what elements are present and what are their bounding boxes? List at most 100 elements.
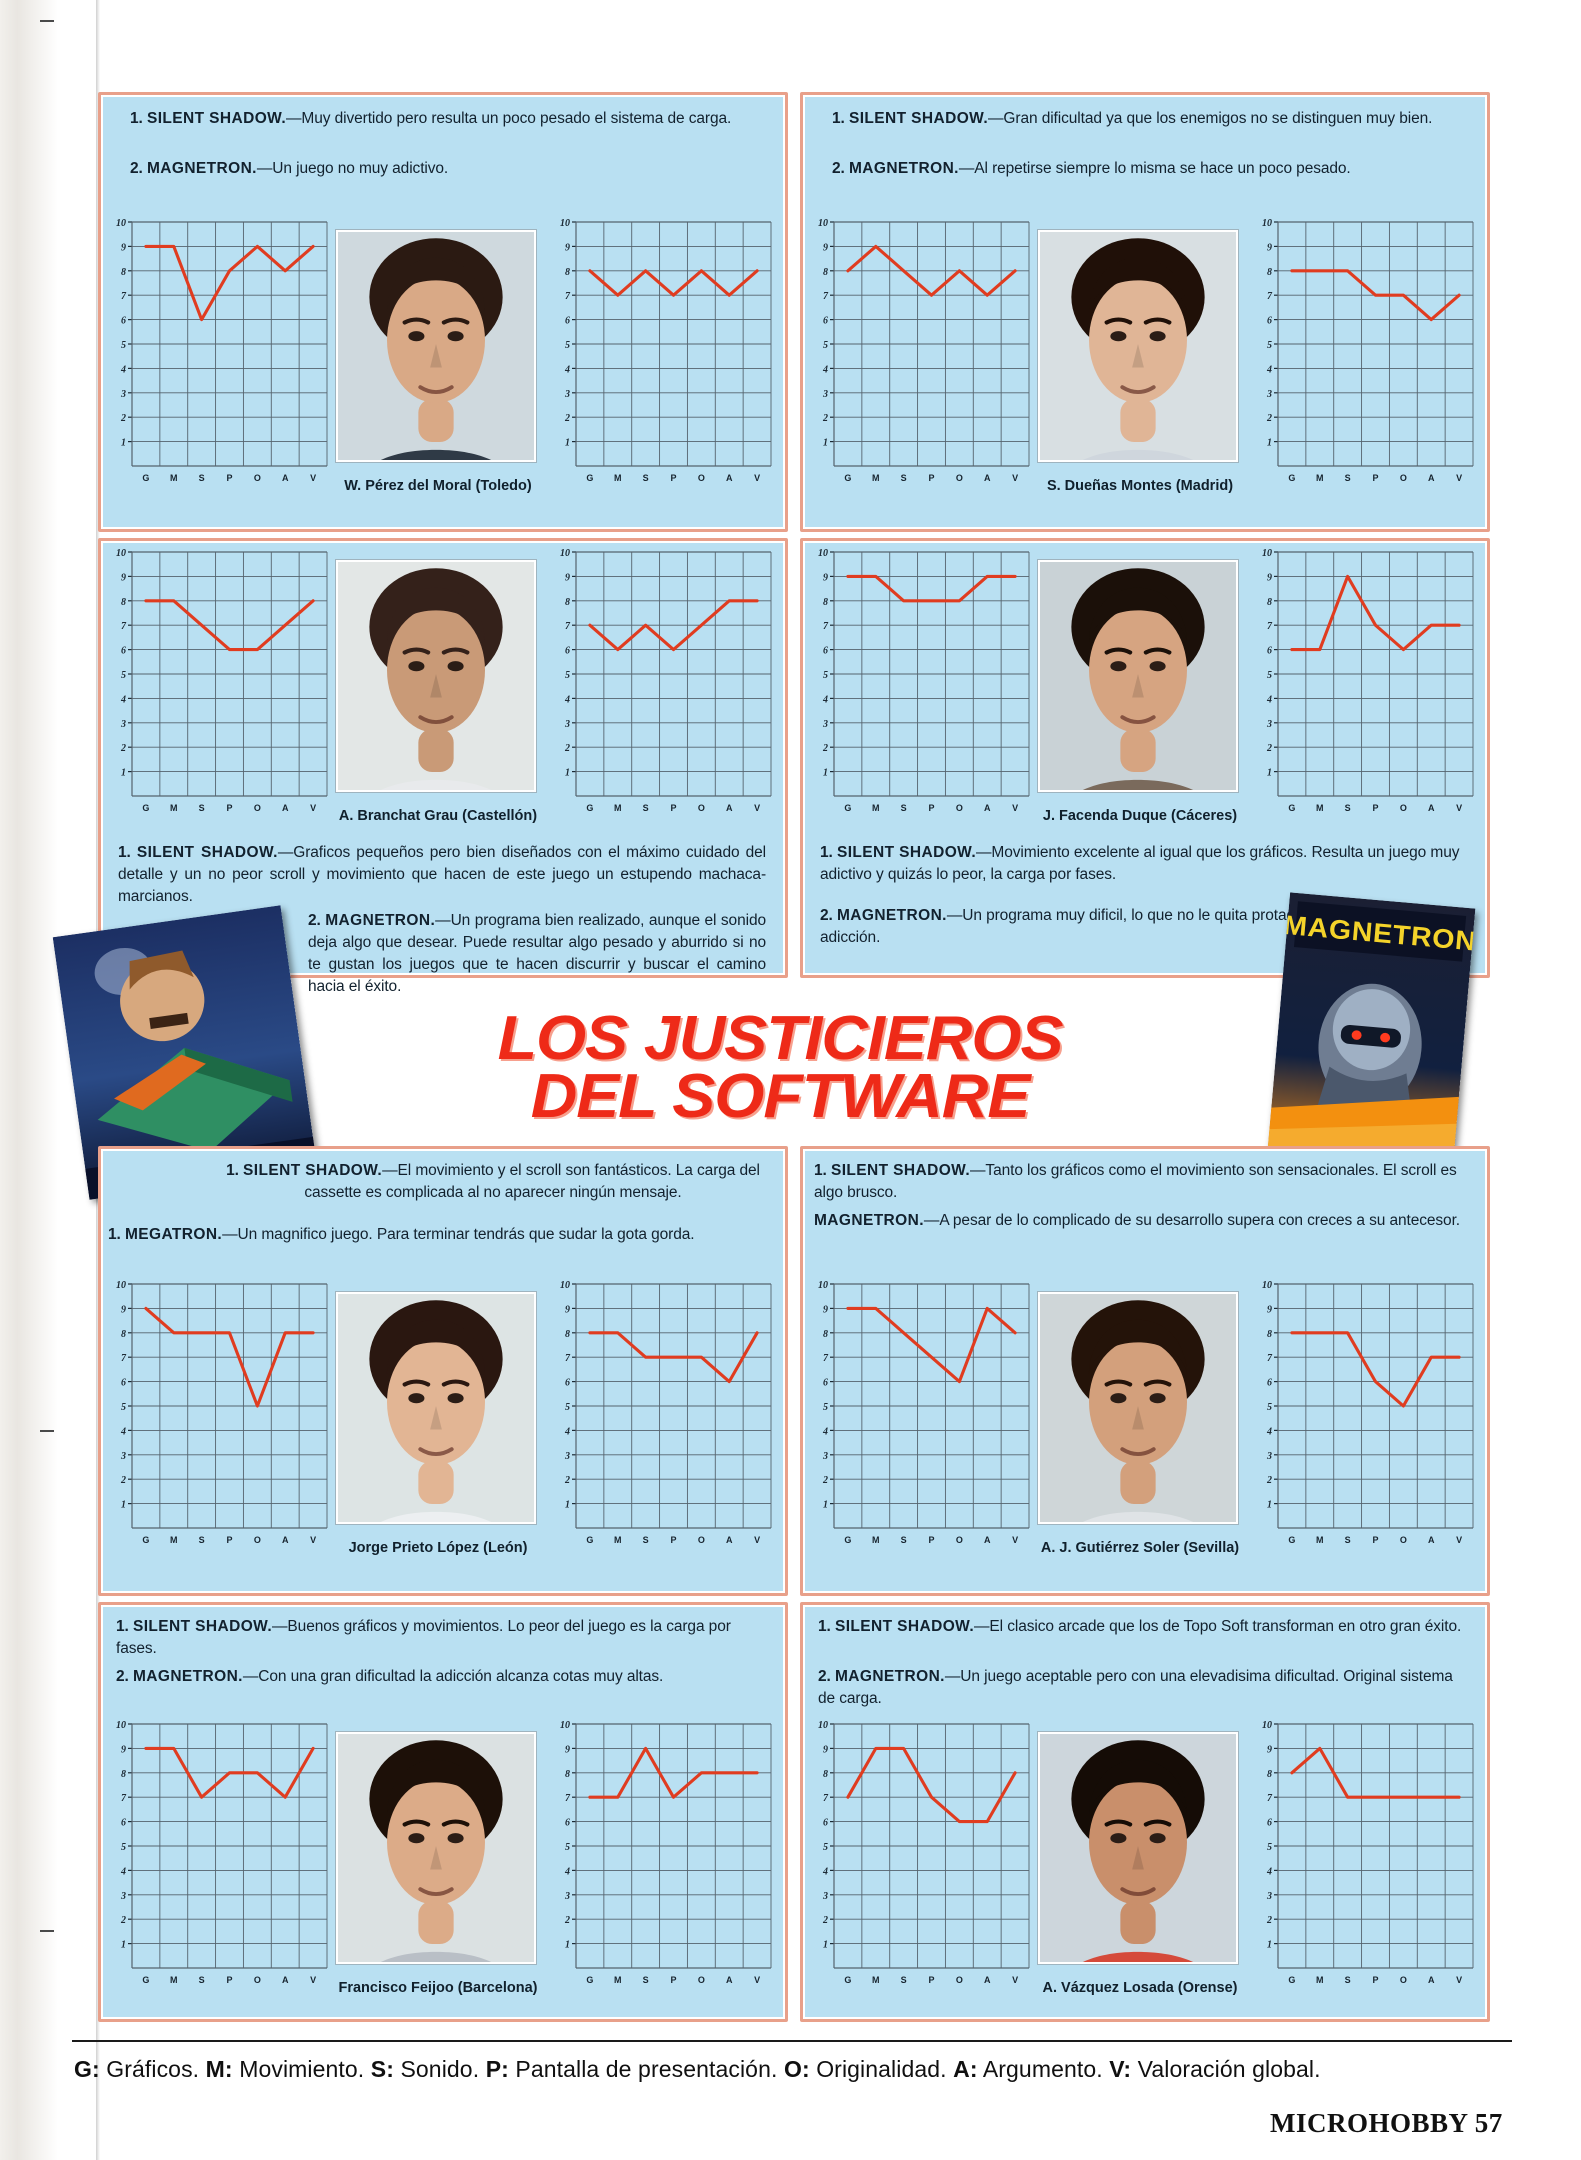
svg-text:S: S [1345, 803, 1351, 813]
svg-text:7: 7 [823, 621, 829, 632]
svg-text:2: 2 [564, 1475, 570, 1486]
svg-text:P: P [928, 1975, 934, 1985]
svg-text:8: 8 [1267, 267, 1272, 278]
svg-text:V: V [1012, 1975, 1018, 1985]
svg-text:M: M [872, 803, 880, 813]
svg-text:1: 1 [565, 438, 570, 449]
chart-magnetron-duenas-montes: 1 2 3 4 5 6 7 8 9 10 G M S P O A V [1252, 216, 1477, 488]
svg-text:1: 1 [1267, 1940, 1272, 1951]
svg-text:G: G [844, 803, 851, 813]
legend-item-v: V: Valoración global. [1109, 2056, 1321, 2082]
svg-text:G: G [1288, 1975, 1295, 1985]
svg-text:S: S [643, 803, 649, 813]
review-text-feijoo-2: 2. MAGNETRON.—Con una gran dificultad la… [116, 1668, 664, 1685]
svg-text:2: 2 [1266, 743, 1272, 754]
chart-magnetron-facenda-duque: 1 2 3 4 5 6 7 8 9 10 G M S P O A V [1252, 546, 1477, 818]
svg-text:3: 3 [564, 1451, 570, 1462]
svg-text:3: 3 [822, 719, 828, 730]
svg-text:1: 1 [1267, 438, 1272, 449]
svg-text:3: 3 [564, 389, 570, 400]
legend-bar: G: Gráficos. M: Movimiento. S: Sonido. P… [74, 2056, 1514, 2083]
svg-text:4: 4 [564, 694, 570, 705]
svg-text:9: 9 [823, 1744, 828, 1755]
svg-text:P: P [226, 803, 232, 813]
svg-text:S: S [643, 1535, 649, 1545]
svg-text:7: 7 [1267, 1353, 1273, 1364]
svg-text:6: 6 [565, 1378, 570, 1389]
chart-magnetron-gutierrez-soler: 1 2 3 4 5 6 7 8 9 10 G M S P O A V [1252, 1278, 1477, 1550]
svg-text:1: 1 [565, 1940, 570, 1951]
svg-text:3: 3 [1266, 719, 1272, 730]
svg-text:8: 8 [1267, 1769, 1272, 1780]
svg-text:4: 4 [564, 364, 570, 375]
reviewer-name-facenda-duque: J. Facenda Duque (Cáceres) [1042, 808, 1238, 824]
reviewer-name-gutierrez-soler: A. J. Gutiérrez Soler (Sevilla) [1040, 1540, 1240, 1556]
svg-text:8: 8 [565, 267, 570, 278]
svg-text:10: 10 [818, 218, 828, 229]
svg-text:7: 7 [823, 291, 829, 302]
chart-silent-shadow-perez-del-moral: 1 2 3 4 5 6 7 8 9 10 G M S P O A V [106, 216, 331, 488]
svg-text:8: 8 [1267, 1329, 1272, 1340]
svg-text:A: A [1428, 1975, 1435, 1985]
svg-text:7: 7 [823, 1353, 829, 1364]
svg-text:8: 8 [1267, 597, 1272, 608]
svg-text:5: 5 [565, 1842, 570, 1853]
svg-text:O: O [254, 1975, 261, 1985]
svg-text:1: 1 [823, 1500, 828, 1511]
svg-text:G: G [142, 1535, 149, 1545]
review-text-prieto-lopez-1: 1. SILENT SHADOW.—El movimiento y el scr… [226, 1162, 760, 1201]
svg-text:M: M [1316, 1975, 1324, 1985]
svg-text:G: G [586, 1975, 593, 1985]
svg-text:A: A [726, 1535, 733, 1545]
review-text-perez-del-moral-1: 1. SILENT SHADOW.—Muy divertido pero res… [130, 110, 732, 127]
svg-text:4: 4 [120, 1866, 126, 1877]
svg-text:M: M [872, 473, 880, 483]
svg-text:P: P [1372, 1535, 1378, 1545]
svg-text:P: P [1372, 803, 1378, 813]
page-gutter [0, 0, 58, 2160]
page-folio: MICROHOBBY 57 [1270, 2108, 1503, 2138]
svg-text:6: 6 [823, 646, 828, 657]
svg-text:V: V [754, 1975, 760, 1985]
svg-text:S: S [1345, 473, 1351, 483]
svg-text:4: 4 [120, 1426, 126, 1437]
svg-text:7: 7 [121, 291, 127, 302]
svg-text:P: P [226, 1535, 232, 1545]
review-text-vazquez-losada-2: 2. MAGNETRON.—Un juego aceptable pero co… [818, 1668, 1453, 1707]
svg-text:S: S [901, 473, 907, 483]
svg-text:2: 2 [120, 743, 126, 754]
svg-text:8: 8 [565, 597, 570, 608]
chart-magnetron-prieto-lopez: 1 2 3 4 5 6 7 8 9 10 G M S P O A V [550, 1278, 775, 1550]
svg-text:8: 8 [121, 597, 126, 608]
photo-prieto-lopez [336, 1292, 536, 1524]
svg-text:M: M [170, 1535, 178, 1545]
svg-text:3: 3 [120, 1451, 126, 1462]
chart-silent-shadow-duenas-montes: 1 2 3 4 5 6 7 8 9 10 G M S P O A V [808, 216, 1033, 488]
svg-text:5: 5 [121, 670, 126, 681]
svg-text:O: O [1400, 473, 1407, 483]
svg-text:M: M [614, 1975, 622, 1985]
svg-text:M: M [170, 473, 178, 483]
svg-text:4: 4 [564, 1426, 570, 1437]
svg-text:10: 10 [116, 548, 126, 559]
svg-text:5: 5 [1267, 670, 1272, 681]
svg-text:7: 7 [565, 1793, 571, 1804]
svg-text:9: 9 [121, 1304, 126, 1315]
svg-text:S: S [643, 473, 649, 483]
svg-text:10: 10 [116, 218, 126, 229]
svg-text:P: P [226, 473, 232, 483]
svg-text:O: O [956, 473, 963, 483]
svg-text:6: 6 [121, 1818, 126, 1829]
svg-text:8: 8 [823, 1329, 828, 1340]
svg-text:3: 3 [1266, 1451, 1272, 1462]
svg-text:2: 2 [120, 1475, 126, 1486]
svg-text:3: 3 [120, 719, 126, 730]
svg-text:9: 9 [121, 1744, 126, 1755]
svg-text:4: 4 [1266, 1866, 1272, 1877]
page-title: LOS JUSTICIEROS DEL SOFTWARE [489, 1008, 1071, 1127]
svg-text:S: S [643, 1975, 649, 1985]
svg-text:3: 3 [822, 1451, 828, 1462]
svg-text:P: P [928, 803, 934, 813]
svg-text:M: M [614, 1535, 622, 1545]
svg-text:O: O [956, 1535, 963, 1545]
